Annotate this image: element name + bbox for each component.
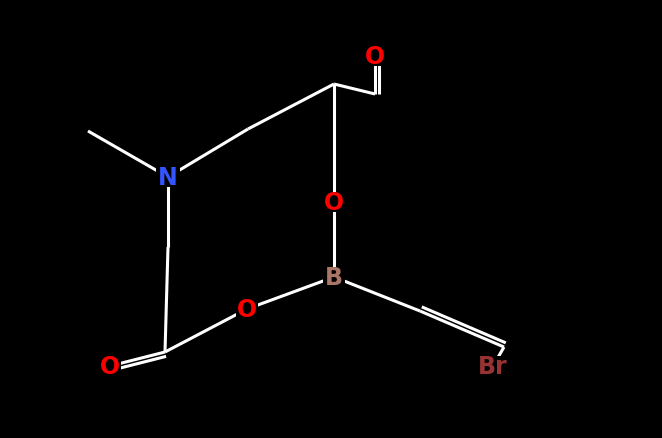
Bar bbox=[156, 168, 180, 187]
Bar bbox=[477, 356, 509, 376]
Bar bbox=[236, 299, 258, 319]
Text: O: O bbox=[324, 191, 344, 215]
Bar bbox=[323, 267, 345, 287]
Text: N: N bbox=[158, 166, 178, 190]
Text: O: O bbox=[365, 45, 385, 69]
Bar bbox=[99, 356, 121, 376]
Text: Br: Br bbox=[478, 354, 508, 378]
Text: O: O bbox=[100, 354, 120, 378]
Bar bbox=[364, 47, 386, 67]
Text: O: O bbox=[237, 297, 257, 321]
Text: B: B bbox=[325, 265, 343, 290]
Bar bbox=[323, 193, 345, 212]
